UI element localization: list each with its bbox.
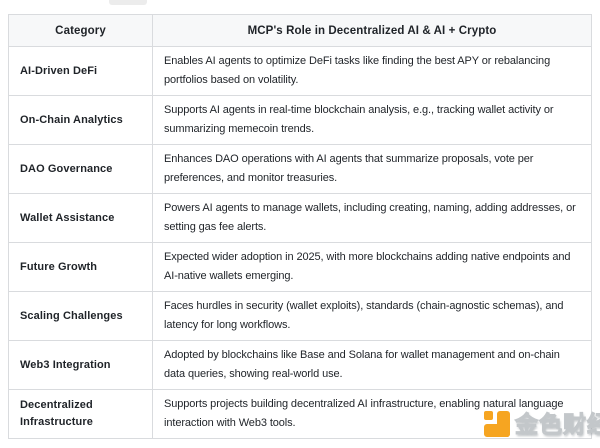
table-row: DAO Governance Enhances DAO operations w… <box>8 144 592 194</box>
category-cell: AI-Driven DeFi <box>8 46 153 96</box>
description-cell: Supports projects building decentralized… <box>152 389 592 439</box>
mcp-crypto-table: Category MCP's Role in Decentralized AI … <box>8 14 592 439</box>
category-cell: On-Chain Analytics <box>8 95 153 145</box>
table-row: Decentralized Infrastructure Supports pr… <box>8 389 592 439</box>
jinse-finance-watermark: 金色财经 <box>484 411 600 438</box>
watermark-brand-text: 金色财经 <box>515 411 600 438</box>
category-cell: Wallet Assistance <box>8 193 153 243</box>
table-row: Scaling Challenges Faces hurdles in secu… <box>8 291 592 341</box>
table-header-row: Category MCP's Role in Decentralized AI … <box>8 14 592 47</box>
table-row: AI-Driven DeFi Enables AI agents to opti… <box>8 46 592 96</box>
table-row: Wallet Assistance Powers AI agents to ma… <box>8 193 592 243</box>
description-cell: Supports AI agents in real-time blockcha… <box>152 95 592 145</box>
description-cell: Enables AI agents to optimize DeFi tasks… <box>152 46 592 96</box>
table-row: Future Growth Expected wider adoption in… <box>8 242 592 292</box>
description-cell: Faces hurdles in security (wallet exploi… <box>152 291 592 341</box>
cropped-watermark-artifact <box>109 0 147 5</box>
header-category: Category <box>8 14 153 47</box>
description-cell: Enhances DAO operations with AI agents t… <box>152 144 592 194</box>
table-row: On-Chain Analytics Supports AI agents in… <box>8 95 592 145</box>
category-cell: Decentralized Infrastructure <box>8 389 153 439</box>
jinse-logo-icon <box>484 411 510 437</box>
table-row: Web3 Integration Adopted by blockchains … <box>8 340 592 390</box>
description-cell: Powers AI agents to manage wallets, incl… <box>152 193 592 243</box>
header-role: MCP's Role in Decentralized AI & AI + Cr… <box>152 14 592 47</box>
description-cell: Adopted by blockchains like Base and Sol… <box>152 340 592 390</box>
description-cell: Expected wider adoption in 2025, with mo… <box>152 242 592 292</box>
category-cell: DAO Governance <box>8 144 153 194</box>
category-cell: Future Growth <box>8 242 153 292</box>
category-cell: Web3 Integration <box>8 340 153 390</box>
category-cell: Scaling Challenges <box>8 291 153 341</box>
